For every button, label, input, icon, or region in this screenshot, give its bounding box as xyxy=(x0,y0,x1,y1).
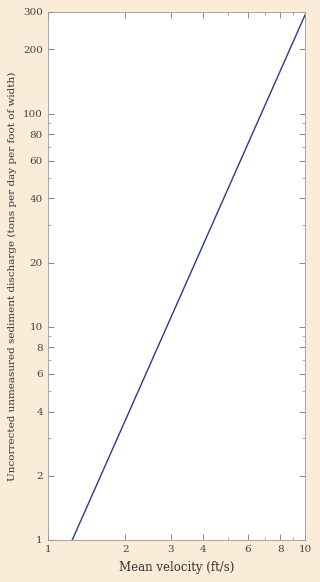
X-axis label: Mean velocity (ft/s): Mean velocity (ft/s) xyxy=(119,560,234,574)
Y-axis label: Uncorrected unmeasured sediment discharge (tons per day per foot of width): Uncorrected unmeasured sediment discharg… xyxy=(8,71,18,481)
